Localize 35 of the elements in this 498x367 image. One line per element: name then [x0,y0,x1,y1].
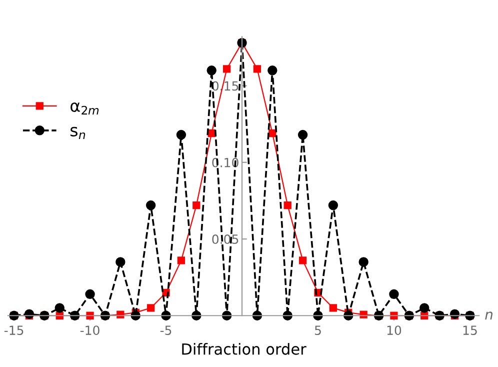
point [116,257,126,267]
point [284,201,292,210]
point [268,66,278,76]
point [298,130,308,140]
point [177,256,186,264]
legend-label: s$_{n}$ [70,126,86,139]
point [176,130,186,140]
point [420,303,430,313]
point [222,65,231,73]
point [360,310,368,318]
point [328,200,338,210]
point [147,304,155,312]
point [358,257,368,267]
point [206,66,216,76]
point [86,312,94,320]
point [329,304,338,312]
point [192,201,200,210]
x-tick-label: -10 [80,326,100,336]
x-axis-title: Diffraction order [182,342,306,355]
point [390,312,398,320]
x-tick-label: -15 [4,326,24,336]
x-tick-label: -5 [160,326,172,336]
point [116,310,124,318]
x-tick-label: 5 [314,326,321,336]
point [313,310,323,320]
point [253,65,262,73]
x-tick-label: 10 [387,326,402,336]
point [85,289,95,300]
point [389,289,399,300]
legend-label: α$_{2m}$ [70,102,99,114]
text: n [485,312,492,320]
point [298,256,307,264]
point [146,200,156,210]
x-tick-label: 15 [463,326,477,336]
point [54,303,64,313]
